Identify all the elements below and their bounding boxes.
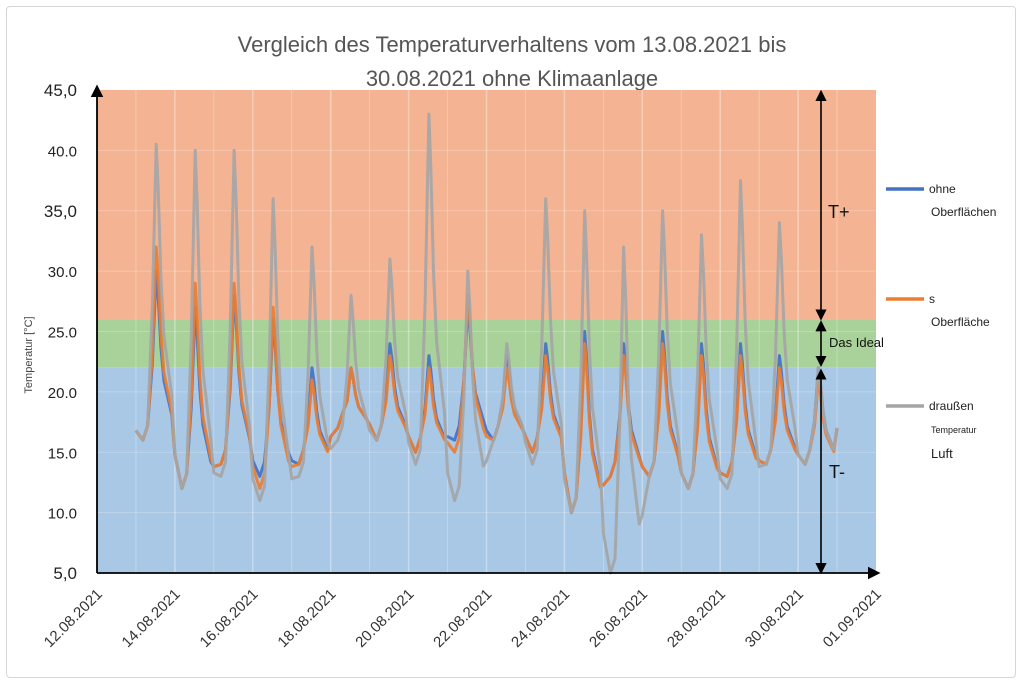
chart-frame	[6, 6, 1016, 678]
y-tick-label: 15.0	[48, 445, 77, 462]
y-tick-label: 5,0	[53, 564, 77, 583]
series-line-draußen-luft	[134, 112, 839, 575]
y-tick-label: 30.0	[48, 264, 77, 281]
x-tick-label: 18.08.2021	[274, 586, 339, 651]
legend-label-2-line-2: Temperatur	[931, 425, 977, 435]
y-tick-label: 10.0	[48, 506, 77, 523]
band-0	[97, 90, 876, 320]
y-tick-label: 35,0	[44, 202, 77, 221]
x-tick-label: 28.08.2021	[664, 586, 729, 651]
x-tick-label: 22.08.2021	[430, 586, 495, 651]
legend-label-1-line-2: Oberfläche	[931, 315, 990, 329]
x-tick-label: 01.09.2021	[820, 586, 885, 651]
y-tick-label: 45,0	[44, 81, 77, 100]
y-tick-label: 40.0	[48, 143, 77, 160]
x-tick-label: 14.08.2021	[119, 586, 184, 651]
legend-label-0: ohne	[929, 182, 956, 196]
legend-label-1: s	[929, 292, 935, 306]
chart-title-line-2: 30.08.2021 ohne Klimaanlage	[366, 66, 658, 91]
legend-label-0-line-2: Oberflächen	[931, 205, 996, 219]
y-tick-label: 20.0	[48, 385, 77, 402]
legend-label-2: draußen	[929, 399, 974, 413]
x-tick-label: 24.08.2021	[508, 586, 573, 651]
x-tick-label: 16.08.2021	[197, 586, 262, 651]
y-tick-label: 25.0	[48, 325, 77, 342]
x-tick-label: 12.08.2021	[41, 586, 106, 651]
y-axis-label: Temperatur [°C]	[23, 316, 35, 393]
x-tick-label: 30.08.2021	[742, 586, 807, 651]
band-label-0: T+	[828, 202, 850, 222]
x-tick-label: 26.08.2021	[586, 586, 651, 651]
band-label-1: Das Ideal	[829, 335, 884, 350]
chart-title-line-1: Vergleich des Temperaturverhaltens vom 1…	[238, 32, 787, 57]
x-tick-label: 20.08.2021	[352, 586, 417, 651]
legend-label-2-line-3: Luft	[931, 446, 953, 461]
band-label-2: T-	[829, 462, 845, 482]
